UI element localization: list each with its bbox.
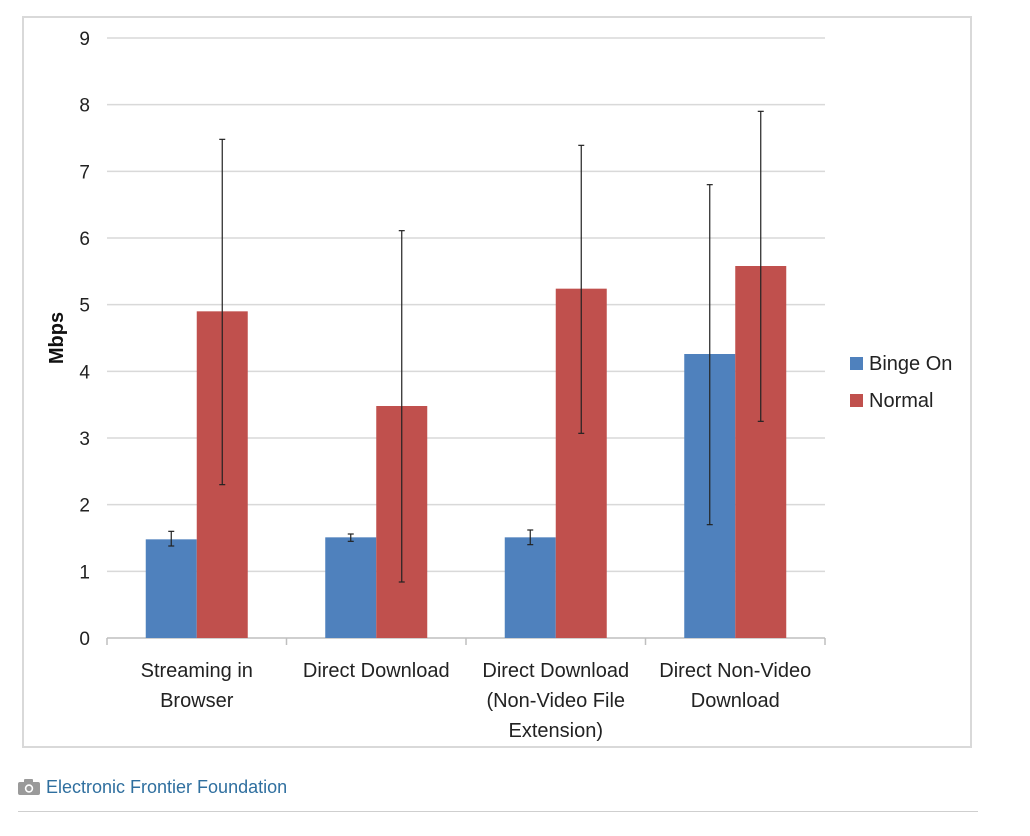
camera-icon [18, 779, 40, 795]
legend-label: Normal [869, 390, 933, 412]
x-category-label: Streaming in [141, 660, 253, 682]
y-tick-label: 7 [79, 162, 90, 183]
bar-binge-on-0 [145, 539, 197, 638]
y-tick-label: 4 [79, 362, 90, 383]
x-category-label: Direct Non-Video [659, 660, 811, 682]
legend-label: Binge On [869, 353, 952, 375]
x-category-label: Extension) [509, 720, 604, 742]
divider [18, 811, 978, 812]
y-tick-label: 2 [79, 496, 90, 517]
y-tick-label: 8 [79, 96, 90, 117]
photo-credit: Electronic Frontier Foundation [18, 776, 287, 798]
bar-binge-on-1 [325, 537, 377, 638]
y-tick-label: 6 [79, 229, 90, 250]
y-tick-label: 0 [79, 629, 90, 650]
credit-link[interactable]: Electronic Frontier Foundation [46, 776, 288, 797]
x-category-label: Direct Download [303, 660, 450, 682]
y-tick-label: 1 [79, 562, 90, 583]
y-tick-label: 3 [79, 429, 90, 450]
x-category-label: Browser [160, 690, 234, 712]
y-tick-label: 9 [79, 29, 90, 50]
y-axis-title: Mbps [46, 312, 68, 364]
y-tick-label: 5 [79, 296, 90, 317]
x-category-label: Direct Download [482, 660, 629, 682]
x-category-label: Download [691, 690, 780, 712]
legend-swatch [850, 357, 863, 370]
legend-swatch [850, 394, 863, 407]
chart-svg: 0 1 2 3 4 5 6 7 8 9 Mbps Streaming in Browser Direct … [46, 29, 952, 742]
x-category-label: (Non-Video File [486, 690, 625, 712]
chart-frame: 0 1 2 3 4 5 6 7 8 9 Mbps Streaming in Browser Direct … [22, 16, 972, 748]
bar-binge-on-2 [504, 537, 556, 638]
